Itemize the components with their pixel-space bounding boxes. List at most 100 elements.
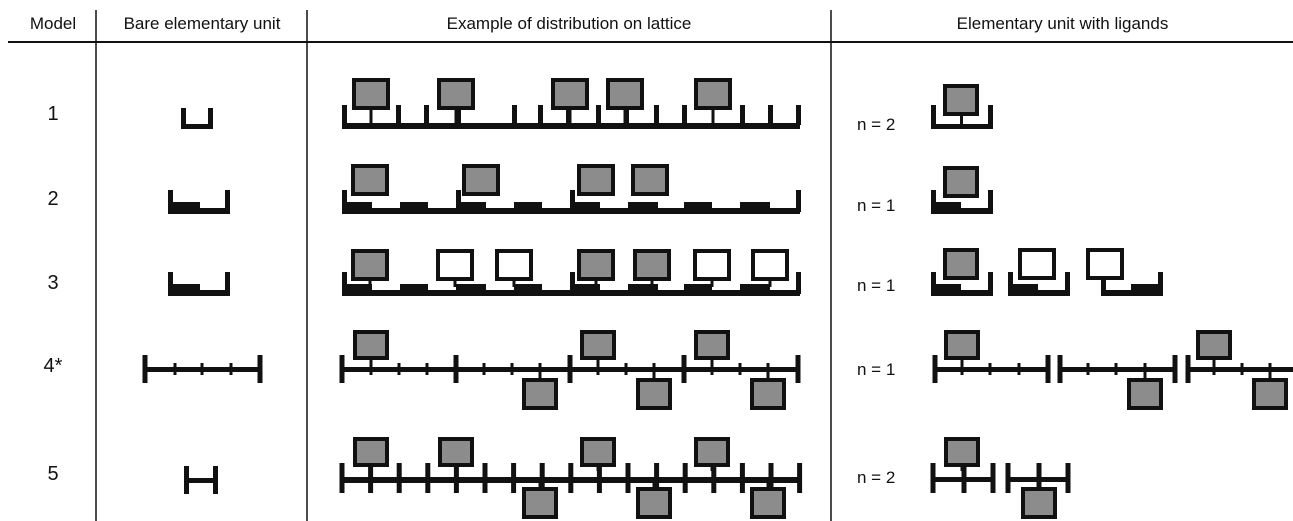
- ligand-unit-1-right: [988, 105, 993, 125]
- ligand-unit-3a-right: [988, 272, 993, 294]
- ligand-unit-2-right: [988, 190, 993, 212]
- lattice-2-ligand-0: [351, 164, 389, 196]
- ligand-unit-3b-right: [1065, 272, 1070, 294]
- n-label-2: n = 1: [857, 196, 896, 215]
- lattice-5-down-ligand-2: [750, 487, 786, 519]
- ligand-unit-1-left: [931, 105, 936, 125]
- lattice-2-thick-3: [514, 202, 542, 210]
- lattice-5-down-ligand-1: [636, 487, 672, 519]
- lattice-5-tick-11: [654, 463, 660, 493]
- lattice-5-tick-13: [711, 463, 717, 493]
- lattice-4-up-ligand-1: [580, 330, 616, 360]
- ligand-unit-4a-tick-1: [988, 363, 992, 375]
- bare-unit-5-right: [213, 466, 218, 494]
- lattice-2-ligand-1: [462, 164, 500, 196]
- lattice-5-tick-15: [768, 463, 774, 493]
- lattice-5-up-ligand-0: [353, 437, 389, 467]
- ligand-unit-2-base: [931, 208, 993, 214]
- ligand-unit-3b-base: [1008, 290, 1070, 296]
- lattice-5-tick-1: [368, 463, 374, 493]
- lattice-3-ligand-4: [633, 249, 671, 281]
- lattice-4-tick-0: [369, 363, 373, 375]
- ligand-unit-3a-thick: [931, 284, 961, 292]
- lattice-3-ligand-2-stem: [512, 279, 516, 287]
- lattice-5-up-ligand-3-stem: [710, 465, 714, 471]
- lattice-2-wall-3: [796, 190, 801, 212]
- lattice-4-down-ligand-2-stem: [766, 372, 770, 380]
- bare-unit-4-tick-1: [200, 363, 204, 375]
- bare-unit-5-line: [186, 478, 216, 483]
- n-label-5: n = 2: [857, 468, 896, 487]
- lattice-4-tick-11: [766, 363, 770, 375]
- lattice-5-up-ligand-0-stem: [369, 465, 373, 471]
- lattice-3-wall-1: [570, 272, 575, 294]
- lattice-4-tick-8: [652, 363, 656, 375]
- ligand-unit-1-ligand: [943, 84, 979, 116]
- lattice-5-tick-4: [453, 463, 459, 493]
- ligand-unit-5a-tick-1: [961, 463, 967, 493]
- ligand-unit-5b-tick-1: [1036, 463, 1042, 493]
- ligand-unit-4b-ligand: [1127, 378, 1163, 410]
- lattice-1-wall-4: [512, 105, 517, 125]
- lattice-3-thick-5: [628, 284, 658, 292]
- bare-unit-4-end-0: [142, 355, 148, 383]
- ligand-unit-3c-left: [1101, 272, 1106, 294]
- lattice-4-down-ligand-0: [522, 378, 558, 410]
- ligand-unit-4c-ligand-stem: [1212, 358, 1216, 364]
- lattice-1-wall-7: [596, 105, 601, 125]
- ligand-unit-3c-thick: [1131, 284, 1161, 292]
- lattice-5-tick-5: [482, 463, 488, 493]
- lattice-3-ligand-5-stem: [710, 279, 714, 287]
- lattice-3-wall-2: [796, 272, 801, 294]
- lattice-2-thick-1: [400, 202, 428, 210]
- bare-unit-5-left: [184, 466, 189, 494]
- lattice-3-thick-7: [740, 284, 770, 292]
- lattice-4-up-ligand-0: [353, 330, 389, 360]
- ligand-unit-5b-ligand: [1021, 487, 1057, 519]
- lattice-5-up-ligand-3: [694, 437, 730, 467]
- n-label-1: n = 2: [857, 115, 896, 134]
- lattice-2-thick-4: [570, 202, 600, 210]
- lattice-3-thick-6: [684, 284, 712, 292]
- lattice-3-thick-0: [342, 284, 372, 292]
- bare-unit-4-tick-2: [229, 363, 233, 375]
- ligand-unit-4a-tick-2: [1017, 363, 1021, 375]
- lattice-3-ligand-3-stem: [594, 279, 598, 287]
- lattice-3-ligand-3: [577, 249, 615, 281]
- ligand-unit-1-stem: [960, 114, 963, 124]
- lattice-3-wall-0: [342, 272, 347, 294]
- ligand-unit-5a-tick-2: [990, 463, 996, 493]
- lattice-3-ligand-0-stem: [368, 279, 372, 287]
- lattice-3-ligand-6: [751, 249, 789, 281]
- ligand-unit-5b-ligand-stem: [1037, 481, 1041, 489]
- lattice-1-ligand-0: [352, 78, 390, 110]
- model-label-1: 1: [47, 103, 59, 125]
- ligand-unit-3b-left: [1008, 272, 1013, 294]
- lattice-4-end-3: [681, 355, 687, 383]
- lattice-3-ligand-1-stem: [453, 279, 457, 287]
- lattice-2-ligand-3: [631, 164, 669, 196]
- lattice-5-down-ligand-2-stem: [766, 481, 770, 489]
- lattice-1-wall-9: [654, 105, 659, 125]
- lattice-2-ligand-2: [577, 164, 615, 196]
- ligand-unit-5b-tick-2: [1065, 463, 1071, 493]
- ligand-unit-4b-tick-1: [1114, 363, 1118, 375]
- ligand-unit-2-left: [931, 190, 936, 212]
- lattice-4-down-ligand-1: [636, 378, 672, 410]
- ligand-unit-4c-tick-2: [1268, 363, 1272, 375]
- model-label-5: 5: [47, 463, 59, 485]
- bare-unit-1-right: [208, 108, 213, 129]
- lattice-1-wall-3: [456, 105, 461, 125]
- lattice-5-down-ligand-1-stem: [652, 481, 656, 489]
- lattice-5-tick-6: [511, 463, 517, 493]
- lattice-5-tick-9: [596, 463, 602, 493]
- ligand-unit-3a-base: [931, 290, 993, 296]
- lattice-4-tick-6: [596, 363, 600, 375]
- lattice-4-down-ligand-1-stem: [652, 372, 656, 380]
- lattice-5-tick-8: [568, 463, 574, 493]
- bare-unit-3-base: [168, 290, 230, 296]
- bare-unit-2-left: [168, 190, 173, 212]
- lattice-1-ligand-4-stem: [711, 108, 715, 124]
- lattice-3-ligand-1: [436, 249, 474, 281]
- lattice-4-up-ligand-2: [694, 330, 730, 360]
